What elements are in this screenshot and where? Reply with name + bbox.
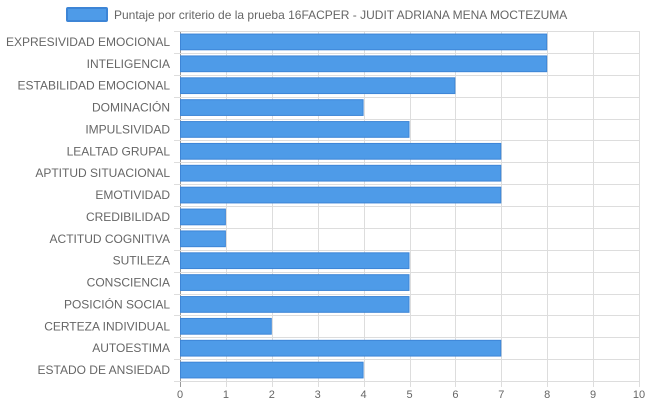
bar[interactable] [180,164,502,182]
category-label: CREDIBILIDAD [86,210,170,224]
legend-label[interactable]: Puntaje por criterio de la prueba 16FACP… [114,8,567,22]
x-tick-label: 4 [361,389,367,401]
x-tick-label: 7 [498,389,504,401]
legend[interactable]: Puntaje por criterio de la prueba 16FACP… [66,7,567,22]
legend-swatch[interactable] [66,7,108,22]
category-label: EXPRESIVIDAD EMOCIONAL [6,35,170,49]
category-label: APTITUD SITUACIONAL [35,166,170,180]
x-tick-label: 0 [177,389,183,401]
x-tick-label: 1 [223,389,229,401]
category-label: LEALTAD GRUPAL [67,144,171,158]
bar[interactable] [180,339,502,357]
category-label: AUTOESTIMA [92,341,170,355]
bar[interactable] [180,230,226,248]
category-label: ESTADO DE ANSIEDAD [38,363,171,377]
bar[interactable] [180,361,364,379]
bar[interactable] [180,186,502,204]
bar[interactable] [180,77,456,95]
bar[interactable] [180,55,548,73]
x-tick-label: 3 [315,389,321,401]
bars [180,33,548,379]
x-tick-label: 10 [633,389,645,401]
bar[interactable] [180,296,410,313]
bar[interactable] [180,252,410,270]
category-label: ESTABILIDAD EMOCIONAL [18,79,171,93]
x-tick-label: 9 [590,389,596,401]
bar[interactable] [180,142,502,160]
bar[interactable] [180,99,364,116]
category-label: INTELIGENCIA [87,57,170,71]
category-label: CONSCIENCIA [87,276,170,290]
bar[interactable] [180,208,226,226]
bar[interactable] [180,317,272,335]
category-label: ACTITUD COGNITIVA [50,232,170,246]
bar[interactable] [180,274,410,291]
x-axis-tick-labels: 0 1 2 3 4 5 6 7 8 9 10 [177,389,645,401]
x-tick-label: 6 [452,389,458,401]
x-tick-label: 8 [544,389,550,401]
category-label: DOMINACIÓN [92,100,170,115]
bar[interactable] [180,33,548,51]
category-label: EMOTIVIDAD [95,188,170,202]
category-label: POSICIÓN SOCIAL [64,296,170,311]
category-label: CERTEZA INDIVIDUAL [44,319,170,333]
bar[interactable] [180,121,410,138]
category-labels: EXPRESIVIDAD EMOCIONAL INTELIGENCIA ESTABI… [6,35,170,377]
category-label: IMPULSIVIDAD [85,122,170,136]
x-tick-label: 2 [269,389,275,401]
category-label: SUTILEZA [113,254,170,268]
x-tick-label: 5 [406,389,412,401]
